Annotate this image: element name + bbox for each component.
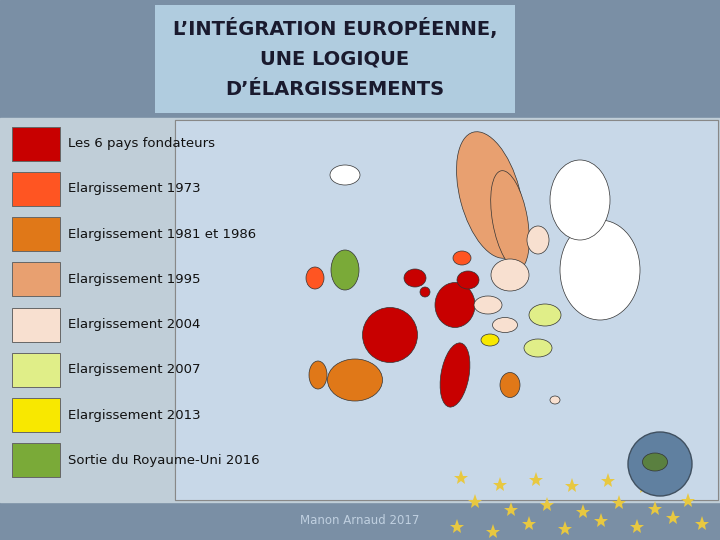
Bar — [12, 217, 60, 251]
Bar — [12, 172, 60, 206]
Ellipse shape — [420, 287, 430, 297]
Ellipse shape — [309, 361, 327, 389]
Ellipse shape — [560, 220, 640, 320]
Text: Elargissement 1981 et 1986: Elargissement 1981 et 1986 — [68, 227, 256, 241]
Ellipse shape — [481, 334, 499, 346]
Bar — [175, 120, 718, 500]
Ellipse shape — [435, 282, 475, 327]
Ellipse shape — [306, 267, 324, 289]
Bar — [12, 126, 60, 160]
Text: Elargissement 2007: Elargissement 2007 — [68, 363, 200, 376]
Ellipse shape — [456, 132, 523, 258]
Bar — [0, 502, 720, 540]
Text: Manon Arnaud 2017: Manon Arnaud 2017 — [300, 515, 420, 528]
Bar — [12, 262, 60, 296]
Bar — [0, 118, 720, 502]
Bar — [12, 443, 60, 477]
Bar — [175, 120, 718, 500]
Ellipse shape — [491, 259, 529, 291]
Text: Sortie du Royaume-Uni 2016: Sortie du Royaume-Uni 2016 — [68, 454, 260, 467]
Ellipse shape — [642, 453, 667, 471]
Ellipse shape — [524, 339, 552, 357]
Text: Elargissement 1973: Elargissement 1973 — [68, 183, 201, 195]
Text: Elargissement 2004: Elargissement 2004 — [68, 318, 200, 331]
Bar — [0, 0, 720, 118]
Text: Les 6 pays fondateurs: Les 6 pays fondateurs — [68, 137, 215, 150]
Ellipse shape — [331, 250, 359, 290]
Ellipse shape — [453, 251, 471, 265]
Ellipse shape — [492, 318, 518, 333]
Ellipse shape — [527, 226, 549, 254]
Text: Elargissement 2013: Elargissement 2013 — [68, 409, 201, 422]
Text: UNE LOGIQUE: UNE LOGIQUE — [261, 50, 410, 69]
Text: Elargissement 1995: Elargissement 1995 — [68, 273, 200, 286]
Circle shape — [628, 432, 692, 496]
Bar — [12, 353, 60, 387]
Bar — [12, 398, 60, 432]
Ellipse shape — [328, 359, 382, 401]
Text: L’INTÉGRATION EUROPÉENNE,: L’INTÉGRATION EUROPÉENNE, — [173, 18, 498, 39]
Ellipse shape — [474, 296, 502, 314]
Ellipse shape — [529, 304, 561, 326]
Ellipse shape — [404, 269, 426, 287]
Ellipse shape — [457, 271, 479, 289]
Bar — [155, 5, 515, 113]
Ellipse shape — [550, 160, 610, 240]
Ellipse shape — [440, 343, 470, 407]
Ellipse shape — [330, 165, 360, 185]
Ellipse shape — [550, 396, 560, 404]
Ellipse shape — [491, 171, 529, 269]
Text: D’ÉLARGISSEMENTS: D’ÉLARGISSEMENTS — [225, 80, 444, 99]
Ellipse shape — [362, 307, 418, 362]
Bar — [12, 308, 60, 342]
Ellipse shape — [500, 373, 520, 397]
